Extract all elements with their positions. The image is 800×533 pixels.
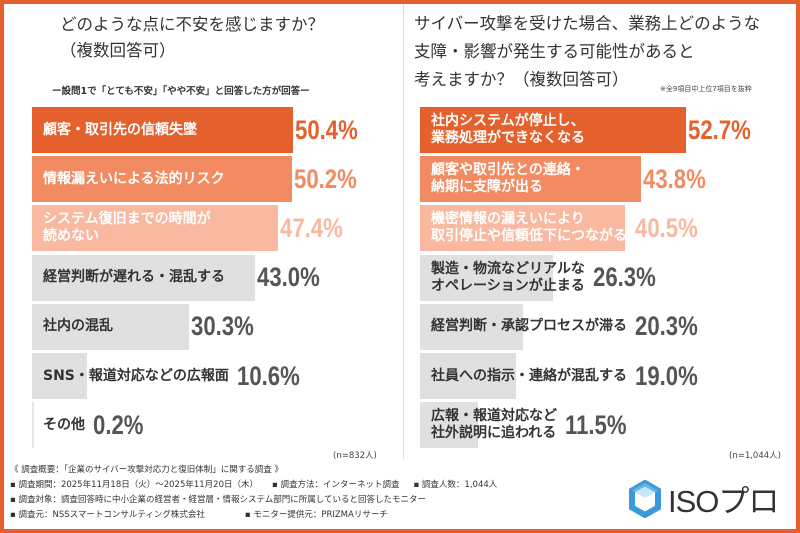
bar bbox=[420, 107, 687, 153]
isopro-logo: ISOプロ bbox=[628, 476, 779, 521]
bar bbox=[420, 402, 479, 449]
bar-row: 広報・報道対応など 社外説明に追われる 11.5% bbox=[420, 402, 640, 449]
bar bbox=[32, 156, 293, 203]
bar-category-label: 社内の混乱 bbox=[43, 318, 113, 335]
survey-footer: 《 調査概要：「企業のサイバー攻撃対応力と復旧体制」に関する調査 》 ▪ 調査期… bbox=[10, 463, 610, 523]
survey-target: ▪ 調査対象：調査回答時に中小企業の経営者・経営層・情報システム部門に所属してい… bbox=[10, 495, 426, 505]
bar-container: システム復旧までの時間が 読めない bbox=[32, 205, 278, 252]
bar-row: 顧客や取引先との連絡・ 納期に支障が出る 43.8% bbox=[420, 156, 720, 203]
bar-container: SNS・報道対応などの広報面 bbox=[32, 353, 235, 399]
bar-category-label: SNS・報道対応などの広報面 bbox=[43, 367, 229, 384]
bar-category-label: 顧客・取引先の信頼失墜 bbox=[43, 121, 197, 138]
bar bbox=[32, 107, 294, 153]
left-bars: 顧客・取引先の信頼失墜 50.4% 情報漏えいによる法的リスク 50.2% システム復旧… bbox=[32, 107, 400, 452]
survey-overview: 《 調査概要：「企業のサイバー攻撃対応力と復旧体制」に関する調査 》 bbox=[10, 465, 283, 475]
bar bbox=[420, 205, 625, 252]
bar-category-label: 製造・物流などリアルな オペレーションが止まる bbox=[431, 260, 585, 294]
bar-container: 情報漏えいによる法的リスク bbox=[32, 156, 293, 203]
bar-container: 顧客・取引先の信頼失墜 bbox=[32, 107, 294, 153]
bar-row: 情報漏えいによる法的リスク 50.2% bbox=[32, 156, 371, 203]
bar-row: 社員への指示・連絡が混乱する 19.0% bbox=[420, 353, 712, 399]
bar-row: SNS・報道対応などの広報面 10.6% bbox=[32, 353, 313, 399]
bar-value-label: 11.5% bbox=[565, 409, 627, 440]
bar bbox=[32, 205, 278, 252]
panel-divider bbox=[403, 4, 404, 459]
bar-container: 機密情報の漏えいにより 取引停止や信頼低下につながる bbox=[420, 205, 633, 252]
bar-row: 機密情報の漏えいにより 取引停止や信頼低下につながる 40.5% bbox=[420, 205, 712, 252]
bar-value-label: 43.0% bbox=[256, 262, 320, 293]
bar-value-label: 20.3% bbox=[635, 311, 698, 342]
survey-period: ▪ 調査期間：2025年11月18日（火）～2025年11月20日（木） bbox=[10, 480, 258, 490]
right-bars: 社内システムが停止し、 業務処理ができなくなる 52.7% 顧客や取引先との連絡・ … bbox=[420, 107, 788, 452]
bar bbox=[32, 254, 255, 301]
bar-container: 経営判断・承認プロセスが滞る bbox=[420, 303, 633, 350]
right-chart-title: サイバー攻撃を受けた場合、業務上どのような 支障・影響が発生する可能性があると … bbox=[414, 14, 761, 89]
bar-container: 社内の混乱 bbox=[32, 303, 189, 350]
bar-row: 製造・物流などリアルな オペレーションが止まる 26.3% bbox=[420, 254, 669, 301]
bar-row: システム復旧までの時間が 読めない 47.4% bbox=[32, 205, 356, 252]
left-chart-title: どのような点に不安を感じますか？ （複数回答可） bbox=[60, 15, 324, 60]
bar bbox=[420, 353, 516, 399]
bar-category-label: 社内システムが停止し、 業務処理ができなくなる bbox=[431, 113, 585, 146]
bar-category-label: 経営判断が遅れる・混乱する bbox=[43, 269, 225, 286]
bar-container: 社員への指示・連絡が混乱する bbox=[420, 353, 633, 399]
bar-category-label: その他 bbox=[43, 416, 85, 433]
bar bbox=[420, 303, 523, 350]
bar-container: 顧客や取引先との連絡・ 納期に支障が出る bbox=[420, 156, 642, 203]
bar-value-label: 50.4% bbox=[295, 114, 358, 145]
bar-category-label: 経営判断・承認プロセスが滞る bbox=[431, 318, 627, 335]
bar-container: 広報・報道対応など 社外説明に追われる bbox=[420, 402, 563, 449]
bar bbox=[32, 402, 34, 449]
left-chart-subtitle: ー設問1で「とても不安」「やや不安」と回答した方が回答ー bbox=[52, 86, 310, 97]
bar bbox=[32, 353, 87, 399]
bar bbox=[420, 156, 642, 203]
bar-value-label: 30.3% bbox=[190, 311, 254, 342]
bar bbox=[32, 303, 189, 350]
survey-method: ▪ 調査方法：インターネット調査 bbox=[272, 480, 400, 490]
bar-category-label: 社員への指示・連絡が混乱する bbox=[431, 367, 627, 384]
logo-text: ISOプロ bbox=[668, 484, 779, 519]
bar-value-label: 26.3% bbox=[592, 262, 656, 293]
bar-category-label: 情報漏えいによる法的リスク bbox=[43, 170, 225, 187]
bar-row: 顧客・取引先の信頼失墜 50.4% bbox=[32, 107, 372, 153]
bar-value-label: 43.8% bbox=[643, 163, 706, 194]
right-chart-note: ※全9項目中上位7項目を抜粋 bbox=[660, 85, 752, 93]
bar-row: 経営判断が遅れる・混乱する 43.0% bbox=[32, 254, 333, 301]
bar-container: 経営判断が遅れる・混乱する bbox=[32, 254, 255, 301]
bar-value-label: 19.0% bbox=[635, 360, 698, 391]
survey-monitor: ▪ モニター提供元：PRIZMAリサーチ bbox=[244, 510, 388, 520]
left-chart-panel: どのような点に不安を感じますか？ （複数回答可） ー設問1で「とても不安」「やや… bbox=[0, 0, 403, 461]
bar-row: その他 0.2% bbox=[32, 402, 155, 449]
bar-category-label: 広報・報道対応など 社外説明に追われる bbox=[431, 408, 557, 442]
bar-value-label: 0.2% bbox=[93, 409, 144, 440]
bar bbox=[420, 254, 553, 301]
bar-value-label: 50.2% bbox=[294, 163, 357, 194]
survey-count: ▪ 調査人数：1,044人 bbox=[413, 480, 498, 490]
bar-row: 社内の混乱 30.3% bbox=[32, 303, 268, 350]
right-sample-size: (n=1,044人) bbox=[729, 451, 781, 461]
survey-source: ▪ 調査元：NSSスマートコンサルティング株式会社 bbox=[10, 510, 205, 520]
bar-row: 経営判断・承認プロセスが滞る 20.3% bbox=[420, 303, 712, 350]
bar-container: 製造・物流などリアルな オペレーションが止まる bbox=[420, 254, 591, 301]
bar-row: 社内システムが停止し、 業務処理ができなくなる 52.7% bbox=[420, 107, 765, 153]
left-sample-size: (n=832人) bbox=[333, 451, 377, 461]
bar-category-label: システム復旧までの時間が 読めない bbox=[43, 211, 211, 245]
bar-value-label: 10.6% bbox=[236, 360, 300, 391]
bar-category-label: 機密情報の漏えいにより 取引停止や信頼低下につながる bbox=[431, 211, 627, 245]
hexagon-logo-icon bbox=[629, 479, 661, 518]
bar-value-label: 40.5% bbox=[635, 212, 698, 243]
bar-container: その他 bbox=[32, 402, 91, 449]
bar-value-label: 47.4% bbox=[279, 212, 343, 243]
right-chart-panel: サイバー攻撃を受けた場合、業務上どのような 支障・影響が発生する可能性があると … bbox=[403, 0, 800, 461]
bar-value-label: 52.7% bbox=[688, 114, 751, 145]
bar-category-label: 顧客や取引先との連絡・ 納期に支障が出る bbox=[431, 162, 585, 196]
bar-container: 社内システムが停止し、 業務処理ができなくなる bbox=[420, 107, 687, 153]
